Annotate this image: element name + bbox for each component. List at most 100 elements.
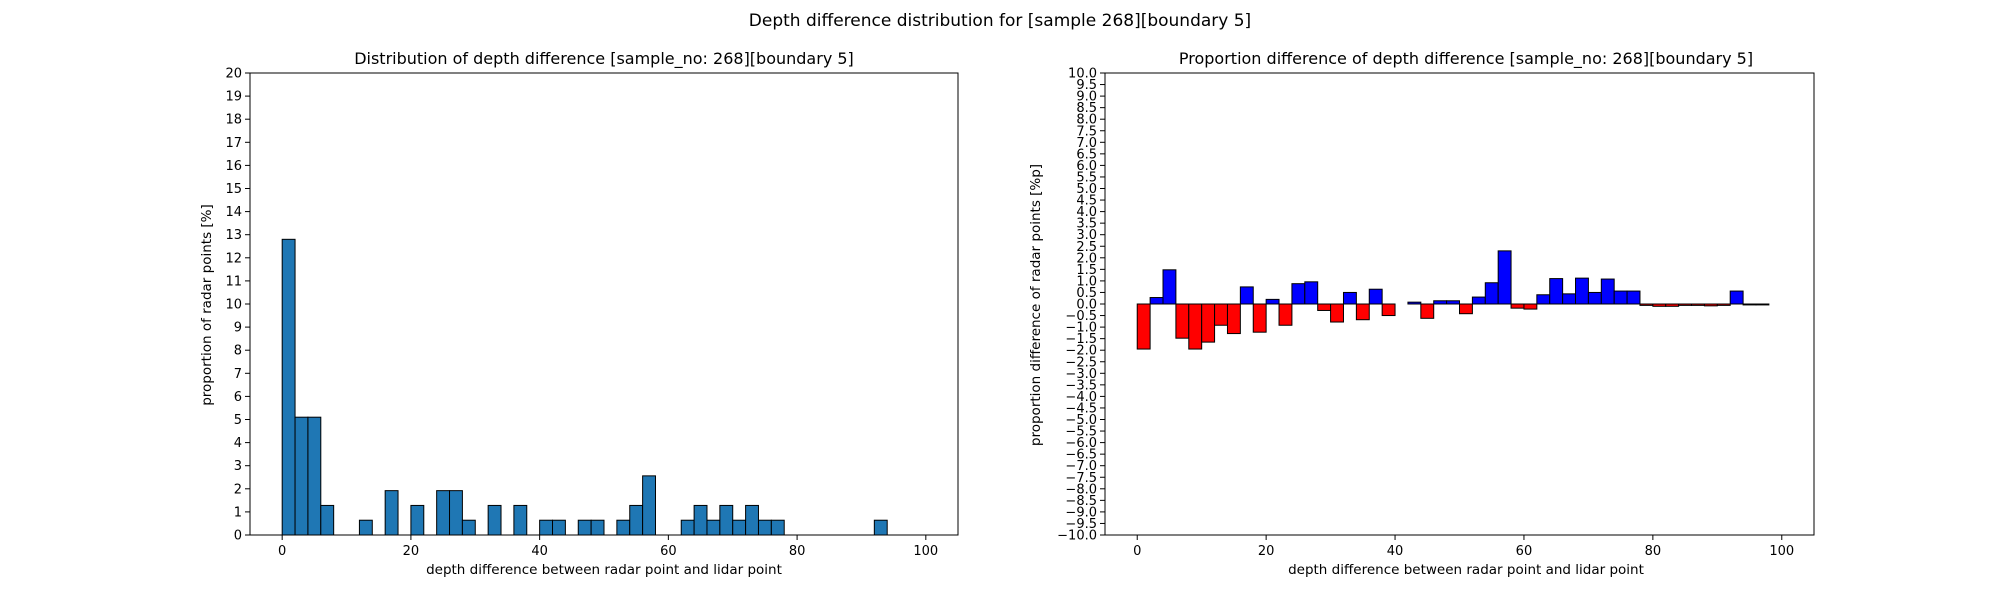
right-y-tick-label: 2.0 [1076,251,1097,266]
right-bar [1755,303,1770,306]
right-y-tick-label: −4.0 [1065,390,1097,405]
right-x-tick-label: 40 [1387,544,1404,559]
right-y-tick-label: 10.0 [1068,67,1097,82]
left-bar [461,519,476,536]
left-y-tick-label: 13 [225,228,242,243]
left-bar [294,416,309,536]
right-y-tick-label: 6.0 [1076,159,1097,174]
left-y-tick-label: 17 [225,136,242,151]
left-bar [642,475,656,536]
left-bar [436,490,451,536]
right-y-tick-label: 3.5 [1076,217,1097,232]
right-y-tick-label: −10.0 [1057,529,1097,544]
left-y-tick-label: 20 [225,67,242,82]
left-y-tick-label: 19 [225,90,242,105]
left-bar [590,519,605,536]
right-bar [1278,303,1293,326]
right-bar [1252,303,1267,333]
right-y-tick-label: −8.5 [1065,494,1097,509]
left-x-tick-label: 60 [660,544,677,559]
right-y-tick-label: 9.5 [1076,78,1097,93]
right-y-tick-label: 3.0 [1076,228,1097,243]
right-bar [1446,300,1461,305]
left-x-tick-label: 80 [789,544,806,559]
right-y-tick-label: 7.5 [1076,124,1097,139]
left-bar [513,504,528,536]
right-bar [1175,303,1190,339]
right-y-tick-label: 1.5 [1076,263,1097,278]
right-bar [1265,298,1280,305]
left-y-tick-label: 3 [234,459,242,474]
left-bar [629,504,644,536]
right-y-tick-label: 4.0 [1076,205,1097,220]
right-x-tick-label: 100 [1769,544,1794,559]
right-plot-area: 0 20 40 60 80 100 −10.0−9.5−9.0−8.5−8.0−7.5−7.… [1057,67,1815,559]
left-bar [577,519,592,536]
right-bar [1665,303,1680,307]
right-y-tick-label: 2.5 [1076,240,1097,255]
right-bar [1291,283,1306,305]
left-bar [757,519,772,536]
right-y-tick-label: −6.0 [1065,436,1097,451]
right-bar [1587,291,1602,305]
left-y-tick-label: 4 [234,436,242,451]
right-y-tick-label: −1.5 [1065,332,1097,347]
right-bar [1136,303,1151,350]
left-bar [616,519,631,536]
left-bar [539,519,554,536]
left-bar [320,504,335,536]
left-chart: 0 20 40 60 80 1000123456789101112131415161718… [199,49,959,578]
right-bar [1484,282,1499,305]
right-bar [1433,300,1448,305]
right-y-tick-label: −7.5 [1065,471,1097,486]
left-bar [873,519,888,536]
left-y-tick-label: 12 [225,251,242,266]
right-bar [1226,303,1241,335]
left-plot-area: 0 20 40 60 80 1000123456789101112131415161718… [225,67,959,559]
left-y-tick-label: 9 [234,321,242,336]
left-bar [410,504,425,536]
right-bar [1317,303,1332,311]
left-y-axis-label: proportion of radar points [%] [199,204,215,406]
left-x-tick-label: 40 [531,544,548,559]
right-y-axis-label: proportion difference of radar points [%… [1028,164,1044,446]
left-bar [693,504,708,536]
left-y-tick-label: 10 [225,298,242,313]
right-bar [1420,303,1435,319]
right-y-tick-label: −5.0 [1065,413,1097,428]
left-bar [307,416,322,536]
figure-suptitle: Depth difference distribution for [sampl… [749,11,1251,31]
right-y-tick-label: 9.0 [1076,90,1097,105]
right-bar [1330,303,1344,323]
right-y-tick-label: −4.5 [1065,401,1097,416]
right-chart-title: Proportion difference of depth differenc… [1179,49,1753,69]
left-x-tick-label: 20 [403,544,420,559]
left-bar [487,504,502,536]
right-x-tick-label: 60 [1516,544,1533,559]
right-x-axis-label: depth difference between radar point and… [1288,562,1644,578]
left-y-tick-label: 5 [234,413,242,428]
right-bar [1239,286,1254,305]
right-bar [1742,303,1757,306]
left-x-axis-label: depth difference between radar point and… [426,562,782,578]
left-bar [706,519,721,536]
right-bar [1613,290,1628,305]
right-y-tick-label: −1.0 [1065,321,1097,336]
left-bar [680,519,695,536]
right-y-tick-label: 8.5 [1076,101,1097,116]
right-y-tick-label: −9.5 [1065,517,1097,532]
right-y-tick-label: −3.0 [1065,367,1097,382]
right-bar [1188,303,1203,350]
right-bar [1600,278,1615,305]
right-bar [1214,303,1228,326]
right-bar [1549,278,1564,305]
right-y-tick-label: −9.0 [1065,505,1097,520]
right-y-tick-label: 6.5 [1076,147,1097,162]
right-bar [1652,303,1667,307]
left-bar [770,519,785,536]
left-y-tick-label: 8 [234,344,242,359]
right-y-tick-label: −2.5 [1065,355,1097,370]
right-bar [1703,303,1718,307]
